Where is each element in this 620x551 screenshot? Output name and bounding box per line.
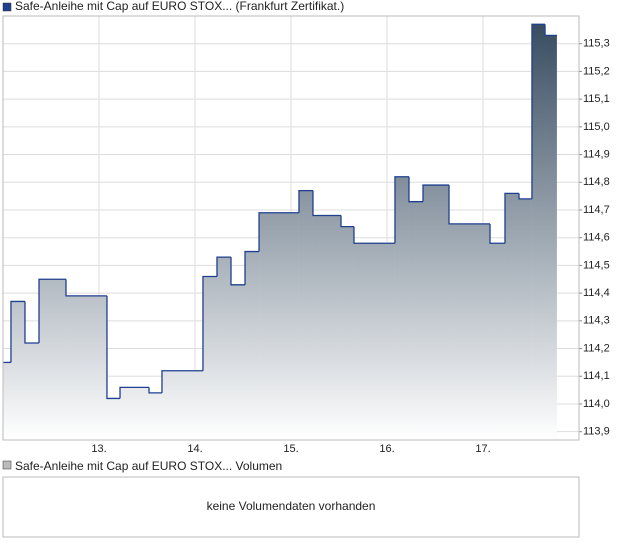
legend-label: Safe-Anleihe mit Cap auf EURO STOX... (F… bbox=[15, 0, 344, 13]
y-tick-label: 115,1 bbox=[583, 93, 610, 105]
y-tick-label: 114,9 bbox=[583, 148, 610, 160]
line-step bbox=[518, 193, 532, 200]
area-step bbox=[259, 212, 299, 440]
x-tick-label: 16. bbox=[379, 443, 394, 455]
y-tick-label: 114,2 bbox=[583, 342, 610, 354]
y-tick-label: 114,4 bbox=[583, 287, 610, 299]
line-step bbox=[38, 278, 66, 344]
area-step bbox=[149, 392, 162, 440]
area-step bbox=[423, 185, 450, 440]
area-step bbox=[298, 190, 313, 440]
area-step bbox=[231, 284, 246, 440]
y-tick-label: 114,7 bbox=[583, 204, 610, 216]
area-step bbox=[202, 276, 217, 440]
y-tick-label: 115,2 bbox=[583, 65, 610, 77]
x-tick-label: 13. bbox=[91, 443, 106, 455]
y-tick-label: 114,3 bbox=[583, 315, 610, 327]
line-step bbox=[258, 212, 299, 252]
x-tick-label: 17. bbox=[475, 443, 490, 455]
area-step bbox=[65, 295, 107, 440]
y-tick-label: 114,8 bbox=[583, 176, 610, 188]
x-tick-label: 15. bbox=[283, 443, 298, 455]
volume-message: keine Volumendaten vorhanden bbox=[207, 499, 376, 513]
area-step bbox=[245, 251, 260, 440]
line-step bbox=[312, 190, 342, 217]
line-step bbox=[10, 300, 25, 363]
area-step bbox=[24, 343, 39, 440]
area-step bbox=[106, 398, 121, 440]
line-step bbox=[216, 256, 231, 277]
line-step bbox=[106, 295, 121, 400]
area-step bbox=[161, 370, 203, 440]
area-step bbox=[353, 243, 395, 440]
line-step bbox=[298, 189, 313, 213]
area-step bbox=[39, 279, 66, 440]
area-step bbox=[519, 198, 532, 440]
area-step bbox=[545, 35, 557, 441]
y-tick-label: 114,0 bbox=[583, 398, 610, 410]
area-step bbox=[216, 257, 231, 440]
volume-legend-swatch bbox=[2, 460, 12, 470]
y-tick-label: 115,0 bbox=[583, 121, 610, 133]
area-step bbox=[449, 223, 491, 440]
area-fill bbox=[3, 24, 557, 441]
area-step bbox=[408, 201, 423, 440]
area-step bbox=[3, 362, 11, 440]
y-tick-label: 115,3 bbox=[583, 38, 610, 50]
line-step bbox=[119, 386, 150, 399]
area-step bbox=[394, 176, 409, 440]
line-step bbox=[408, 176, 423, 203]
area-step bbox=[341, 226, 354, 440]
line-step bbox=[24, 301, 39, 344]
line-step bbox=[148, 387, 162, 394]
area-step bbox=[120, 387, 150, 440]
line-step bbox=[544, 24, 557, 37]
line-step bbox=[422, 184, 450, 202]
legend-swatch bbox=[2, 2, 12, 12]
area-step bbox=[531, 24, 546, 441]
area-step bbox=[490, 243, 505, 440]
area-step bbox=[504, 193, 519, 440]
area-step bbox=[10, 301, 25, 440]
y-tick-label: 113,9 bbox=[583, 426, 610, 438]
volume-legend-label: Safe-Anleihe mit Cap auf EURO STOX... Vo… bbox=[15, 459, 282, 473]
series-line bbox=[3, 23, 557, 400]
plot-frame bbox=[2, 15, 580, 441]
line-step bbox=[340, 215, 354, 228]
line-step bbox=[531, 23, 546, 199]
line-step bbox=[504, 192, 519, 244]
line-step bbox=[394, 176, 409, 244]
volume-frame bbox=[2, 476, 580, 538]
x-tick-label: 14. bbox=[187, 443, 202, 455]
y-tick-label: 114,6 bbox=[583, 232, 610, 244]
y-tick-label: 114,1 bbox=[583, 370, 610, 382]
y-tick-label: 114,5 bbox=[583, 259, 610, 271]
line-step bbox=[65, 279, 107, 297]
area-step bbox=[312, 215, 342, 440]
line-step bbox=[161, 370, 203, 393]
line-step bbox=[448, 185, 491, 225]
line-step bbox=[244, 250, 260, 285]
line-step bbox=[202, 275, 217, 371]
line-step bbox=[230, 257, 246, 286]
line-step bbox=[353, 226, 395, 244]
line-step bbox=[489, 223, 505, 244]
